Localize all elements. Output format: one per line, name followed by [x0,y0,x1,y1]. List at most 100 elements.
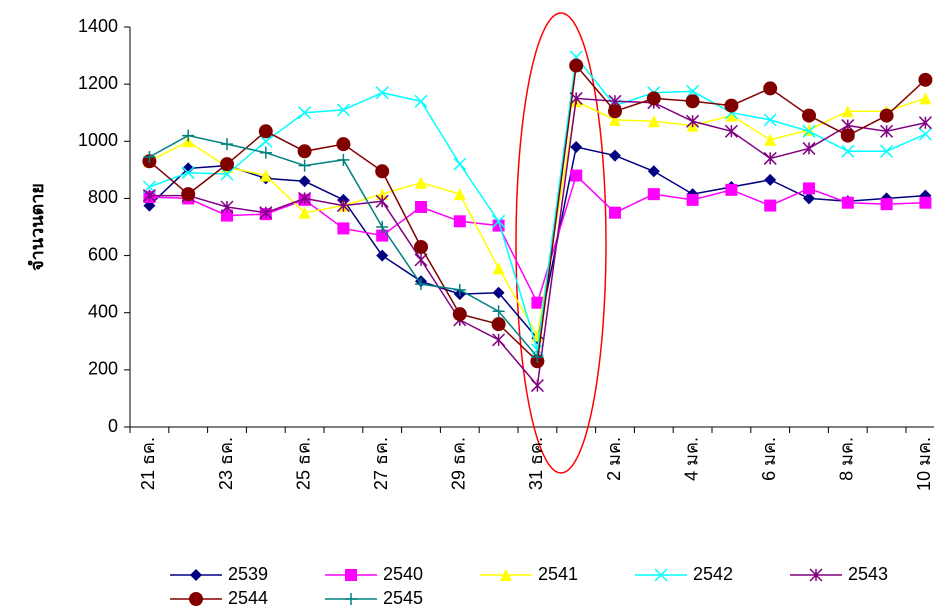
marker [221,138,233,151]
marker [221,209,233,222]
marker [453,188,466,201]
y-tick-label: 800 [88,187,118,207]
marker [492,305,505,318]
legend-label: 2544 [228,588,268,608]
marker [220,200,234,214]
marker [764,199,777,212]
marker [492,262,505,275]
marker [298,159,311,172]
marker [569,58,584,73]
marker [725,183,738,196]
marker [918,127,932,141]
marker [336,199,350,213]
marker [841,105,854,118]
marker [181,187,196,202]
marker [654,568,668,582]
marker [258,124,273,139]
y-tick-label: 1200 [78,73,118,93]
marker [530,379,544,393]
marker [919,92,932,105]
marker [345,593,357,605]
marker [803,192,815,205]
marker [181,166,195,180]
legend-label: 2545 [383,588,423,608]
marker [570,141,583,153]
legend-label: 2539 [228,564,268,584]
marker [570,169,583,182]
marker [841,196,854,209]
marker [763,81,778,96]
legend-label: 2540 [383,564,423,584]
marker [297,144,312,159]
x-tick-label: 31 ธค. [526,437,546,490]
marker [763,151,777,165]
marker [686,114,700,128]
marker [492,333,506,347]
marker [414,94,428,108]
marker [336,137,351,152]
x-tick-label: 8 มค. [837,437,857,481]
marker [452,307,467,322]
marker [685,94,700,109]
marker [764,173,777,186]
marker [375,194,389,208]
marker [298,206,311,219]
marker [415,201,427,213]
marker [453,283,466,296]
marker [492,286,505,299]
marker [725,109,738,122]
marker [879,108,894,123]
x-tick-label: 10 มค. [914,437,934,491]
marker [259,206,273,220]
marker [802,141,816,155]
marker [686,84,700,98]
marker [376,188,389,201]
marker [918,72,933,87]
marker [189,592,203,606]
y-tick-label: 400 [88,301,118,321]
y-tick-label: 0 [108,416,118,436]
legend-label: 2542 [693,564,733,584]
x-tick-label: 25 ธค. [293,437,313,490]
y-tick-label: 1000 [78,130,118,150]
marker [492,219,505,232]
marker [345,569,357,581]
marker [609,149,621,162]
marker [840,128,855,143]
marker [919,196,932,209]
marker [298,106,312,120]
y-tick-label: 1400 [78,16,118,36]
marker [259,169,272,182]
marker [376,249,389,262]
marker [375,164,390,179]
marker [220,167,234,181]
marker [415,278,427,291]
marker [259,134,273,148]
marker [809,568,823,582]
legend-label: 2541 [538,564,578,584]
x-tick-label: 21 ธค. [138,437,158,490]
marker [453,157,467,171]
marker [841,144,855,158]
x-tick-label: 4 มค. [681,437,701,481]
legend-label: 2543 [848,564,888,584]
y-axis-title: จำนวนตาย [27,183,47,271]
marker [646,91,661,106]
marker [647,188,660,201]
marker [415,176,427,189]
marker [647,115,660,128]
marker [190,569,202,581]
marker [298,191,312,205]
marker [143,151,156,163]
marker [686,193,699,206]
marker [802,108,816,123]
y-tick-label: 600 [88,244,118,264]
marker [802,124,816,138]
marker [763,113,777,127]
marker [880,144,894,158]
marker [492,214,506,228]
marker [918,116,932,130]
marker [336,103,350,117]
x-tick-label: 29 ธค. [449,437,469,490]
